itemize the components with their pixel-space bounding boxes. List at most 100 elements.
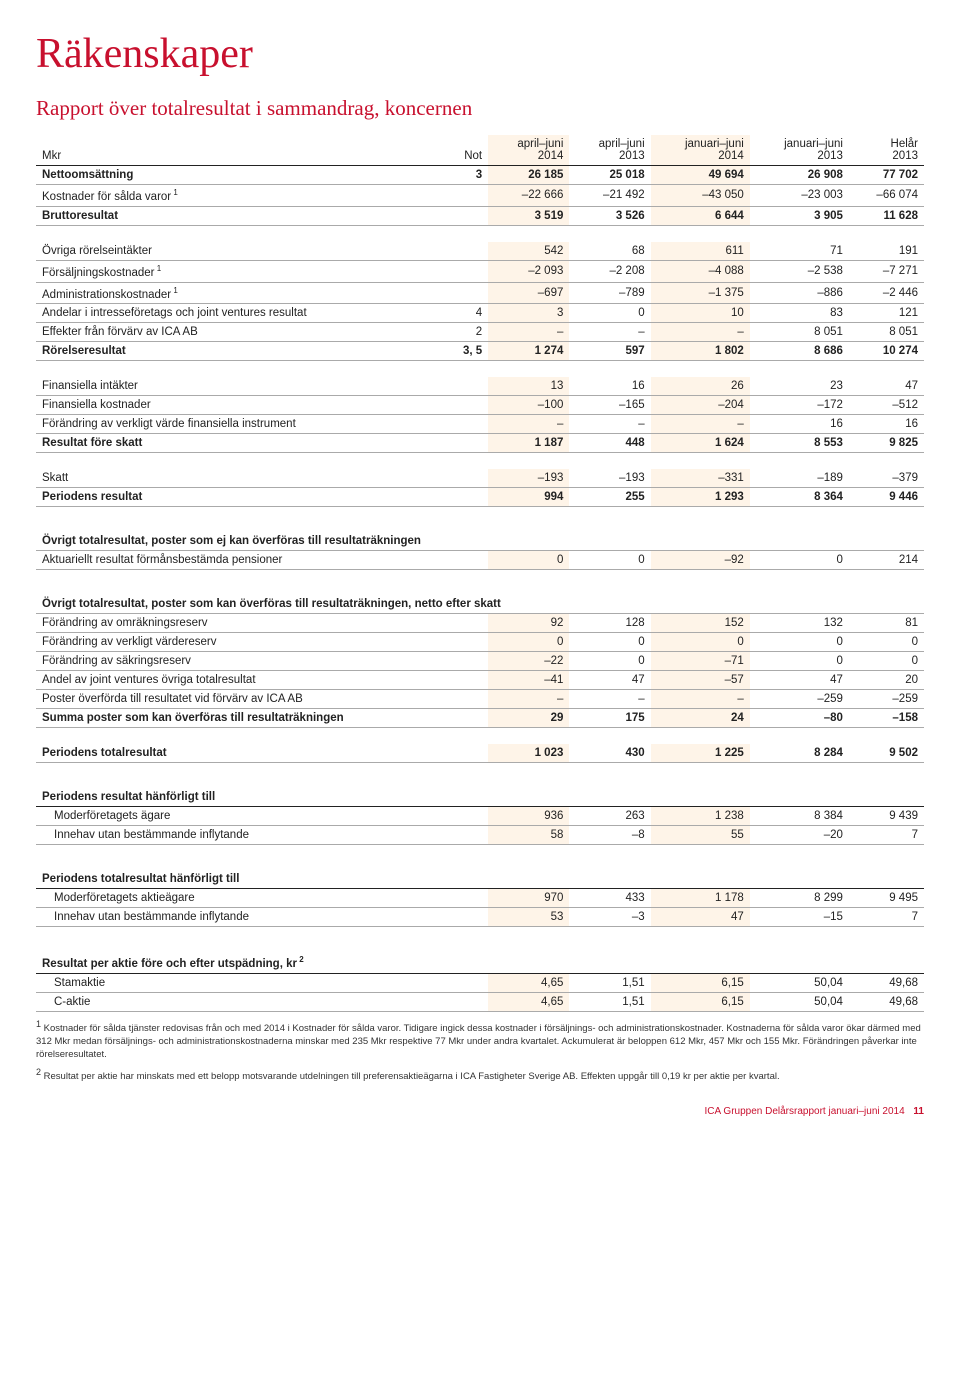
cell: 8 051 bbox=[849, 323, 924, 342]
cell: 81 bbox=[849, 614, 924, 633]
row-label: Försäljningskostnader 1 bbox=[36, 260, 444, 282]
cell: 1 187 bbox=[488, 434, 569, 453]
row-label: Finansiella kostnader bbox=[36, 396, 444, 415]
table-row: Resultat före skatt1 1874481 6248 5539 8… bbox=[36, 434, 924, 453]
cell: –2 446 bbox=[849, 282, 924, 304]
cell: 47 bbox=[569, 671, 650, 690]
table-row: Förändring av säkringsreserv–220–7100 bbox=[36, 652, 924, 671]
cell: 26 908 bbox=[750, 166, 849, 185]
row-note bbox=[444, 282, 488, 304]
cell: 128 bbox=[569, 614, 650, 633]
cell: –57 bbox=[651, 671, 750, 690]
row-note: 3 bbox=[444, 166, 488, 185]
cell: 448 bbox=[569, 434, 650, 453]
table-header-row: Mkr Not april–juni2014 april–juni2013 ja… bbox=[36, 135, 924, 166]
table-row: Periodens totalresultat1 0234301 2258 28… bbox=[36, 744, 924, 763]
cell: 8 051 bbox=[750, 323, 849, 342]
table-row: Periodens resultat9942551 2938 3649 446 bbox=[36, 488, 924, 507]
row-label: Stamaktie bbox=[36, 974, 444, 993]
cell: 132 bbox=[750, 614, 849, 633]
table-row: Förändring av verkligt värde finansiella… bbox=[36, 415, 924, 434]
table-row: Summa poster som kan överföras till resu… bbox=[36, 709, 924, 728]
table-row bbox=[36, 507, 924, 524]
row-label: C-aktie bbox=[36, 993, 444, 1012]
income-statement-table: Mkr Not april–juni2014 april–juni2013 ja… bbox=[36, 135, 924, 1012]
row-note bbox=[444, 633, 488, 652]
table-row: C-aktie4,651,516,1550,0449,68 bbox=[36, 993, 924, 1012]
table-row bbox=[36, 845, 924, 862]
row-note bbox=[444, 185, 488, 207]
col-jan-jun-2014: januari–juni2014 bbox=[651, 135, 750, 166]
cell: –189 bbox=[750, 469, 849, 488]
cell: 10 274 bbox=[849, 342, 924, 361]
table-row: Finansiella intäkter1316262347 bbox=[36, 377, 924, 396]
table-row bbox=[36, 225, 924, 242]
footnotes: 1 Kostnader för sålda tjänster redovisas… bbox=[36, 1018, 924, 1084]
row-label: Administrationskostnader 1 bbox=[36, 282, 444, 304]
page-footer: ICA Gruppen Delårsrapport januari–juni 2… bbox=[36, 1106, 924, 1117]
row-note bbox=[444, 974, 488, 993]
table-row: Andelar i intresseföretags och joint ven… bbox=[36, 304, 924, 323]
row-note bbox=[444, 908, 488, 927]
cell: 16 bbox=[849, 415, 924, 434]
cell: –2 208 bbox=[569, 260, 650, 282]
cell: – bbox=[488, 323, 569, 342]
row-note bbox=[444, 652, 488, 671]
row-note bbox=[444, 889, 488, 908]
cell: –43 050 bbox=[651, 185, 750, 207]
row-note bbox=[444, 690, 488, 709]
table-row: Övrigt totalresultat, poster som kan öve… bbox=[36, 586, 924, 614]
cell: 20 bbox=[849, 671, 924, 690]
cell: 1,51 bbox=[569, 974, 650, 993]
cell: –886 bbox=[750, 282, 849, 304]
cell: –172 bbox=[750, 396, 849, 415]
section-heading: Övrigt totalresultat, poster som kan öve… bbox=[36, 586, 924, 614]
cell: 9 825 bbox=[849, 434, 924, 453]
cell: 1,51 bbox=[569, 993, 650, 1012]
cell: –80 bbox=[750, 709, 849, 728]
cell: –15 bbox=[750, 908, 849, 927]
cell: 8 384 bbox=[750, 807, 849, 826]
row-note bbox=[444, 826, 488, 845]
cell: 0 bbox=[651, 633, 750, 652]
cell: 8 364 bbox=[750, 488, 849, 507]
row-label: Rörelseresultat bbox=[36, 342, 444, 361]
cell: 1 023 bbox=[488, 744, 569, 763]
cell: –8 bbox=[569, 826, 650, 845]
cell: 0 bbox=[750, 551, 849, 570]
row-note bbox=[444, 469, 488, 488]
cell: 50,04 bbox=[750, 974, 849, 993]
cell: 191 bbox=[849, 242, 924, 261]
table-row: Moderföretagets ägare9362631 2388 3849 4… bbox=[36, 807, 924, 826]
table-row: Andel av joint ventures övriga totalresu… bbox=[36, 671, 924, 690]
cell: 47 bbox=[849, 377, 924, 396]
cell: 11 628 bbox=[849, 206, 924, 225]
cell: 29 bbox=[488, 709, 569, 728]
cell: 214 bbox=[849, 551, 924, 570]
cell: 23 bbox=[750, 377, 849, 396]
row-label: Finansiella intäkter bbox=[36, 377, 444, 396]
row-note bbox=[444, 807, 488, 826]
row-label: Periodens totalresultat bbox=[36, 744, 444, 763]
row-note: 3, 5 bbox=[444, 342, 488, 361]
table-row: Periodens totalresultat hänförligt till bbox=[36, 861, 924, 889]
cell: –22 666 bbox=[488, 185, 569, 207]
cell: 83 bbox=[750, 304, 849, 323]
cell: –512 bbox=[849, 396, 924, 415]
cell: 6 644 bbox=[651, 206, 750, 225]
cell: 6,15 bbox=[651, 993, 750, 1012]
cell: 49 694 bbox=[651, 166, 750, 185]
table-row: Poster överförda till resultatet vid för… bbox=[36, 690, 924, 709]
cell: 0 bbox=[488, 633, 569, 652]
cell: 936 bbox=[488, 807, 569, 826]
cell: –3 bbox=[569, 908, 650, 927]
row-note bbox=[444, 671, 488, 690]
table-row: Försäljningskostnader 1–2 093–2 208–4 08… bbox=[36, 260, 924, 282]
cell: –71 bbox=[651, 652, 750, 671]
cell: – bbox=[569, 323, 650, 342]
table-row: Övrigt totalresultat, poster som ej kan … bbox=[36, 523, 924, 551]
footer-text: ICA Gruppen Delårsrapport januari–juni 2… bbox=[705, 1106, 905, 1117]
cell: –23 003 bbox=[750, 185, 849, 207]
cell: 597 bbox=[569, 342, 650, 361]
cell: 49,68 bbox=[849, 974, 924, 993]
